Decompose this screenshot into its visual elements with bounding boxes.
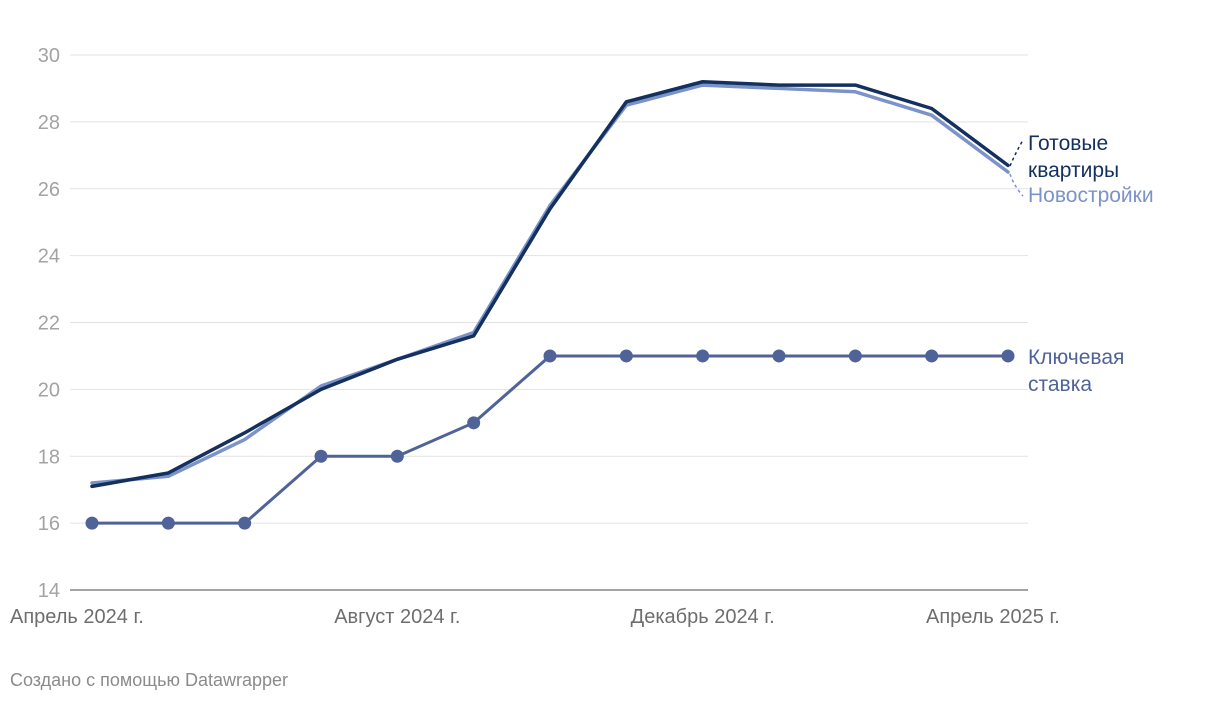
data-point bbox=[619, 349, 633, 363]
y-tick-label: 14 bbox=[38, 580, 60, 602]
connector-new bbox=[1009, 173, 1024, 197]
series-line-0 bbox=[90, 83, 1010, 485]
x-axis-ticks: Апрель 2024 г. Август 2024 г. Декабрь 2024… bbox=[10, 606, 1060, 628]
y-tick-label: 22 bbox=[38, 313, 60, 335]
data-point bbox=[390, 449, 404, 463]
y-tick-label: 20 bbox=[38, 379, 60, 401]
series-group bbox=[85, 80, 1015, 530]
data-point bbox=[161, 516, 175, 530]
data-point bbox=[925, 349, 939, 363]
label-new-buildings: Новостройки bbox=[1028, 184, 1154, 207]
data-point bbox=[772, 349, 786, 363]
y-tick-label: 26 bbox=[38, 179, 60, 201]
data-point bbox=[467, 416, 481, 430]
data-point bbox=[1001, 349, 1015, 363]
data-point bbox=[238, 516, 252, 530]
data-point bbox=[314, 449, 328, 463]
svg-text:Готовые квартиры: Готовые квартиры bbox=[1028, 132, 1119, 182]
svg-text:Ключевая ставка: Ключевая ставка bbox=[1028, 346, 1130, 396]
y-tick-label: 16 bbox=[38, 513, 60, 535]
x-tick-label: Апрель 2024 г. bbox=[10, 606, 144, 628]
y-axis-ticks: 14 16 18 20 22 24 26 28 30 bbox=[38, 45, 60, 602]
x-tick-label: Апрель 2025 г. bbox=[926, 606, 1060, 628]
svg-text:Новостройки: Новостройки bbox=[1028, 184, 1154, 207]
footer-credit: Создано с помощью Datawrapper bbox=[10, 670, 289, 690]
label-ready-apartments: Готовые квартиры bbox=[1028, 132, 1119, 182]
label-key-rate: Ключевая ставка bbox=[1028, 346, 1130, 396]
y-tick-label: 24 bbox=[38, 246, 60, 268]
y-tick-label: 28 bbox=[38, 112, 60, 134]
connector-ready bbox=[1009, 139, 1024, 167]
series-line-1 bbox=[90, 80, 1010, 489]
gridlines bbox=[70, 54, 1028, 591]
x-tick-label: Декабрь 2024 г. bbox=[631, 606, 775, 628]
x-tick-label: Август 2024 г. bbox=[334, 606, 460, 628]
y-tick-label: 30 bbox=[38, 45, 60, 67]
y-tick-label: 18 bbox=[38, 446, 60, 468]
data-point bbox=[696, 349, 710, 363]
data-point bbox=[543, 349, 557, 363]
data-point bbox=[85, 516, 99, 530]
data-point bbox=[848, 349, 862, 363]
